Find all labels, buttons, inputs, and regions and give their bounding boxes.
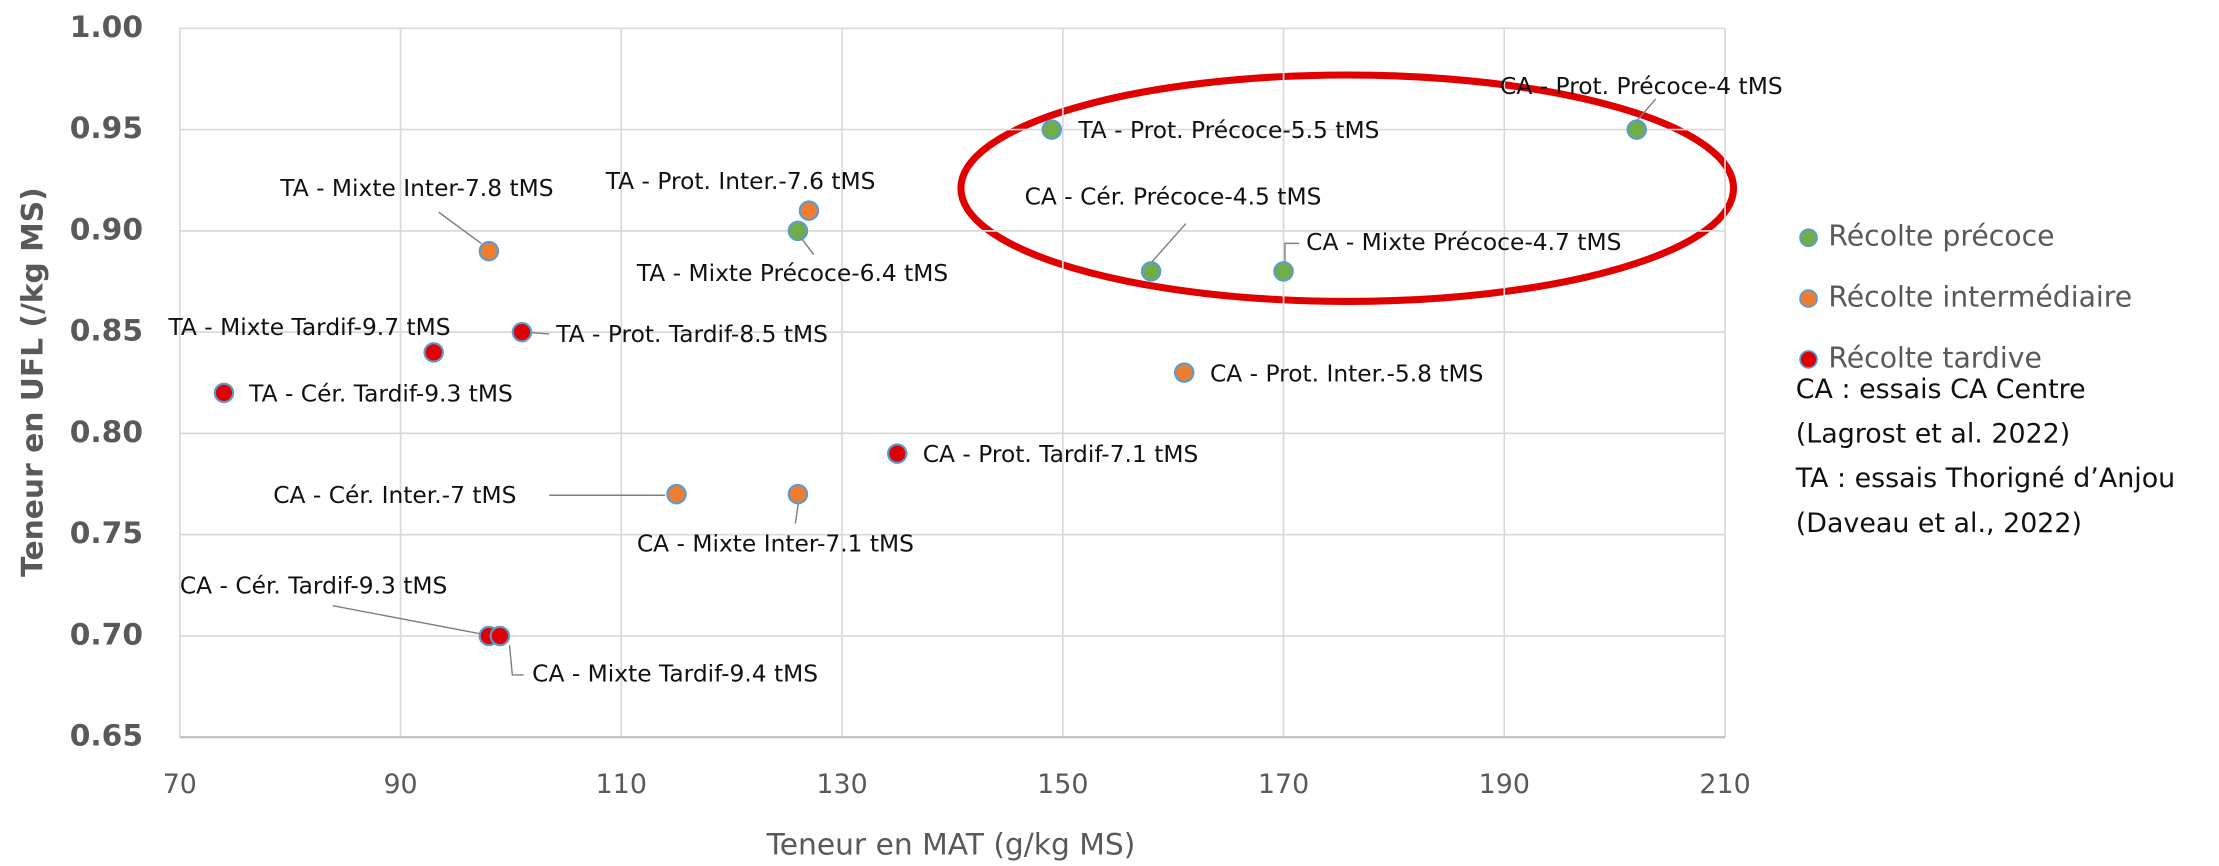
point (1273, 261, 1294, 282)
y-axis-title: Teneur en UFL (/kg MS) (16, 187, 51, 577)
point (787, 483, 809, 505)
leader-line (1151, 223, 1187, 263)
point (423, 342, 444, 363)
point (1041, 119, 1063, 140)
y-tick-label: 0.65 (70, 719, 143, 754)
x-tick-label: 210 (1699, 769, 1750, 800)
leader-line (438, 211, 482, 244)
legend-marker (1799, 228, 1818, 248)
y-tick-label: 1.00 (70, 10, 143, 45)
point-label: CA - Mixte Précoce-4.7 tMS (1306, 228, 1621, 256)
point-label: TA - Prot. Précoce-5.5 tMS (1077, 116, 1379, 144)
point (787, 220, 809, 242)
leader-line (332, 604, 482, 635)
point-label: TA - Prot. Inter.-7.6 tMS (605, 167, 876, 195)
y-tick-label: 0.85 (70, 314, 143, 349)
point-label: TA - Mixte Précoce-6.4 tMS (636, 259, 948, 287)
x-tick-label: 70 (163, 769, 197, 800)
point (666, 483, 687, 505)
point-label: CA - Cér. Inter.-7 tMS (273, 481, 516, 509)
y-tick-label: 0.95 (70, 111, 143, 146)
legend-label: Récolte tardive (1828, 341, 2042, 374)
legend-marker (1799, 289, 1818, 308)
x-tick-label: 90 (383, 769, 417, 800)
point-label: CA - Prot. Précoce-4 tMS (1500, 72, 1783, 100)
point (798, 200, 820, 221)
point-label: CA - Mixte Tardif-9.4 tMS (532, 659, 818, 687)
point (1626, 119, 1648, 140)
y-tick-label: 0.90 (70, 212, 143, 247)
point-label: CA - Cér. Précoce-4.5 tMS (1025, 183, 1322, 211)
point-label: TA - Mixte Tardif-9.7 tMS (168, 313, 451, 341)
leader-line (508, 645, 524, 676)
x-axis-title: Teneur en MAT (g/kg MS) (766, 828, 1136, 863)
y-tick-label: 0.70 (70, 617, 143, 652)
x-tick-label: 110 (596, 769, 647, 800)
leader-line (1636, 98, 1657, 121)
point-label: TA - Mixte Inter-7.8 tMS (279, 174, 553, 202)
note: (Daveau et al., 2022) (1796, 508, 2082, 539)
note: TA : essais Thorigné d’Anjou (1795, 463, 2175, 494)
highlight-ellipse (957, 71, 1738, 305)
point-label: TA - Cér. Tardif-9.3 tMS (248, 379, 513, 407)
point (511, 321, 533, 343)
legend-label: Récolte précoce (1828, 220, 2054, 253)
leader-line (800, 237, 815, 256)
point-label: CA - Mixte Inter-7.1 tMS (637, 529, 914, 557)
point-label: CA - Prot. Tardif-7.1 tMS (923, 440, 1199, 468)
leader-line (794, 503, 799, 524)
x-tick-label: 130 (816, 769, 867, 800)
point (1173, 362, 1195, 383)
legend-label: Récolte intermédiaire (1828, 281, 2132, 314)
note: (Lagrost et al. 2022) (1796, 419, 2070, 450)
leader-line (530, 331, 550, 335)
point (1140, 261, 1162, 282)
point-label: CA - Prot. Inter.-5.8 tMS (1210, 359, 1484, 387)
point-label: CA - Cér. Tardif-9.3 tMS (180, 572, 448, 600)
point-label: TA - Prot. Tardif-8.5 tMS (555, 320, 828, 348)
legend-marker (1799, 350, 1818, 369)
point (478, 240, 500, 262)
x-tick-label: 150 (1037, 769, 1088, 800)
point (489, 625, 511, 647)
x-tick-label: 170 (1258, 769, 1309, 800)
point (886, 443, 908, 464)
y-tick-label: 0.80 (70, 415, 143, 450)
x-tick-label: 190 (1479, 769, 1530, 800)
note: CA : essais CA Centre (1796, 374, 2086, 405)
leader-line (1284, 242, 1300, 262)
point (213, 382, 235, 404)
y-tick-label: 0.75 (70, 516, 143, 551)
